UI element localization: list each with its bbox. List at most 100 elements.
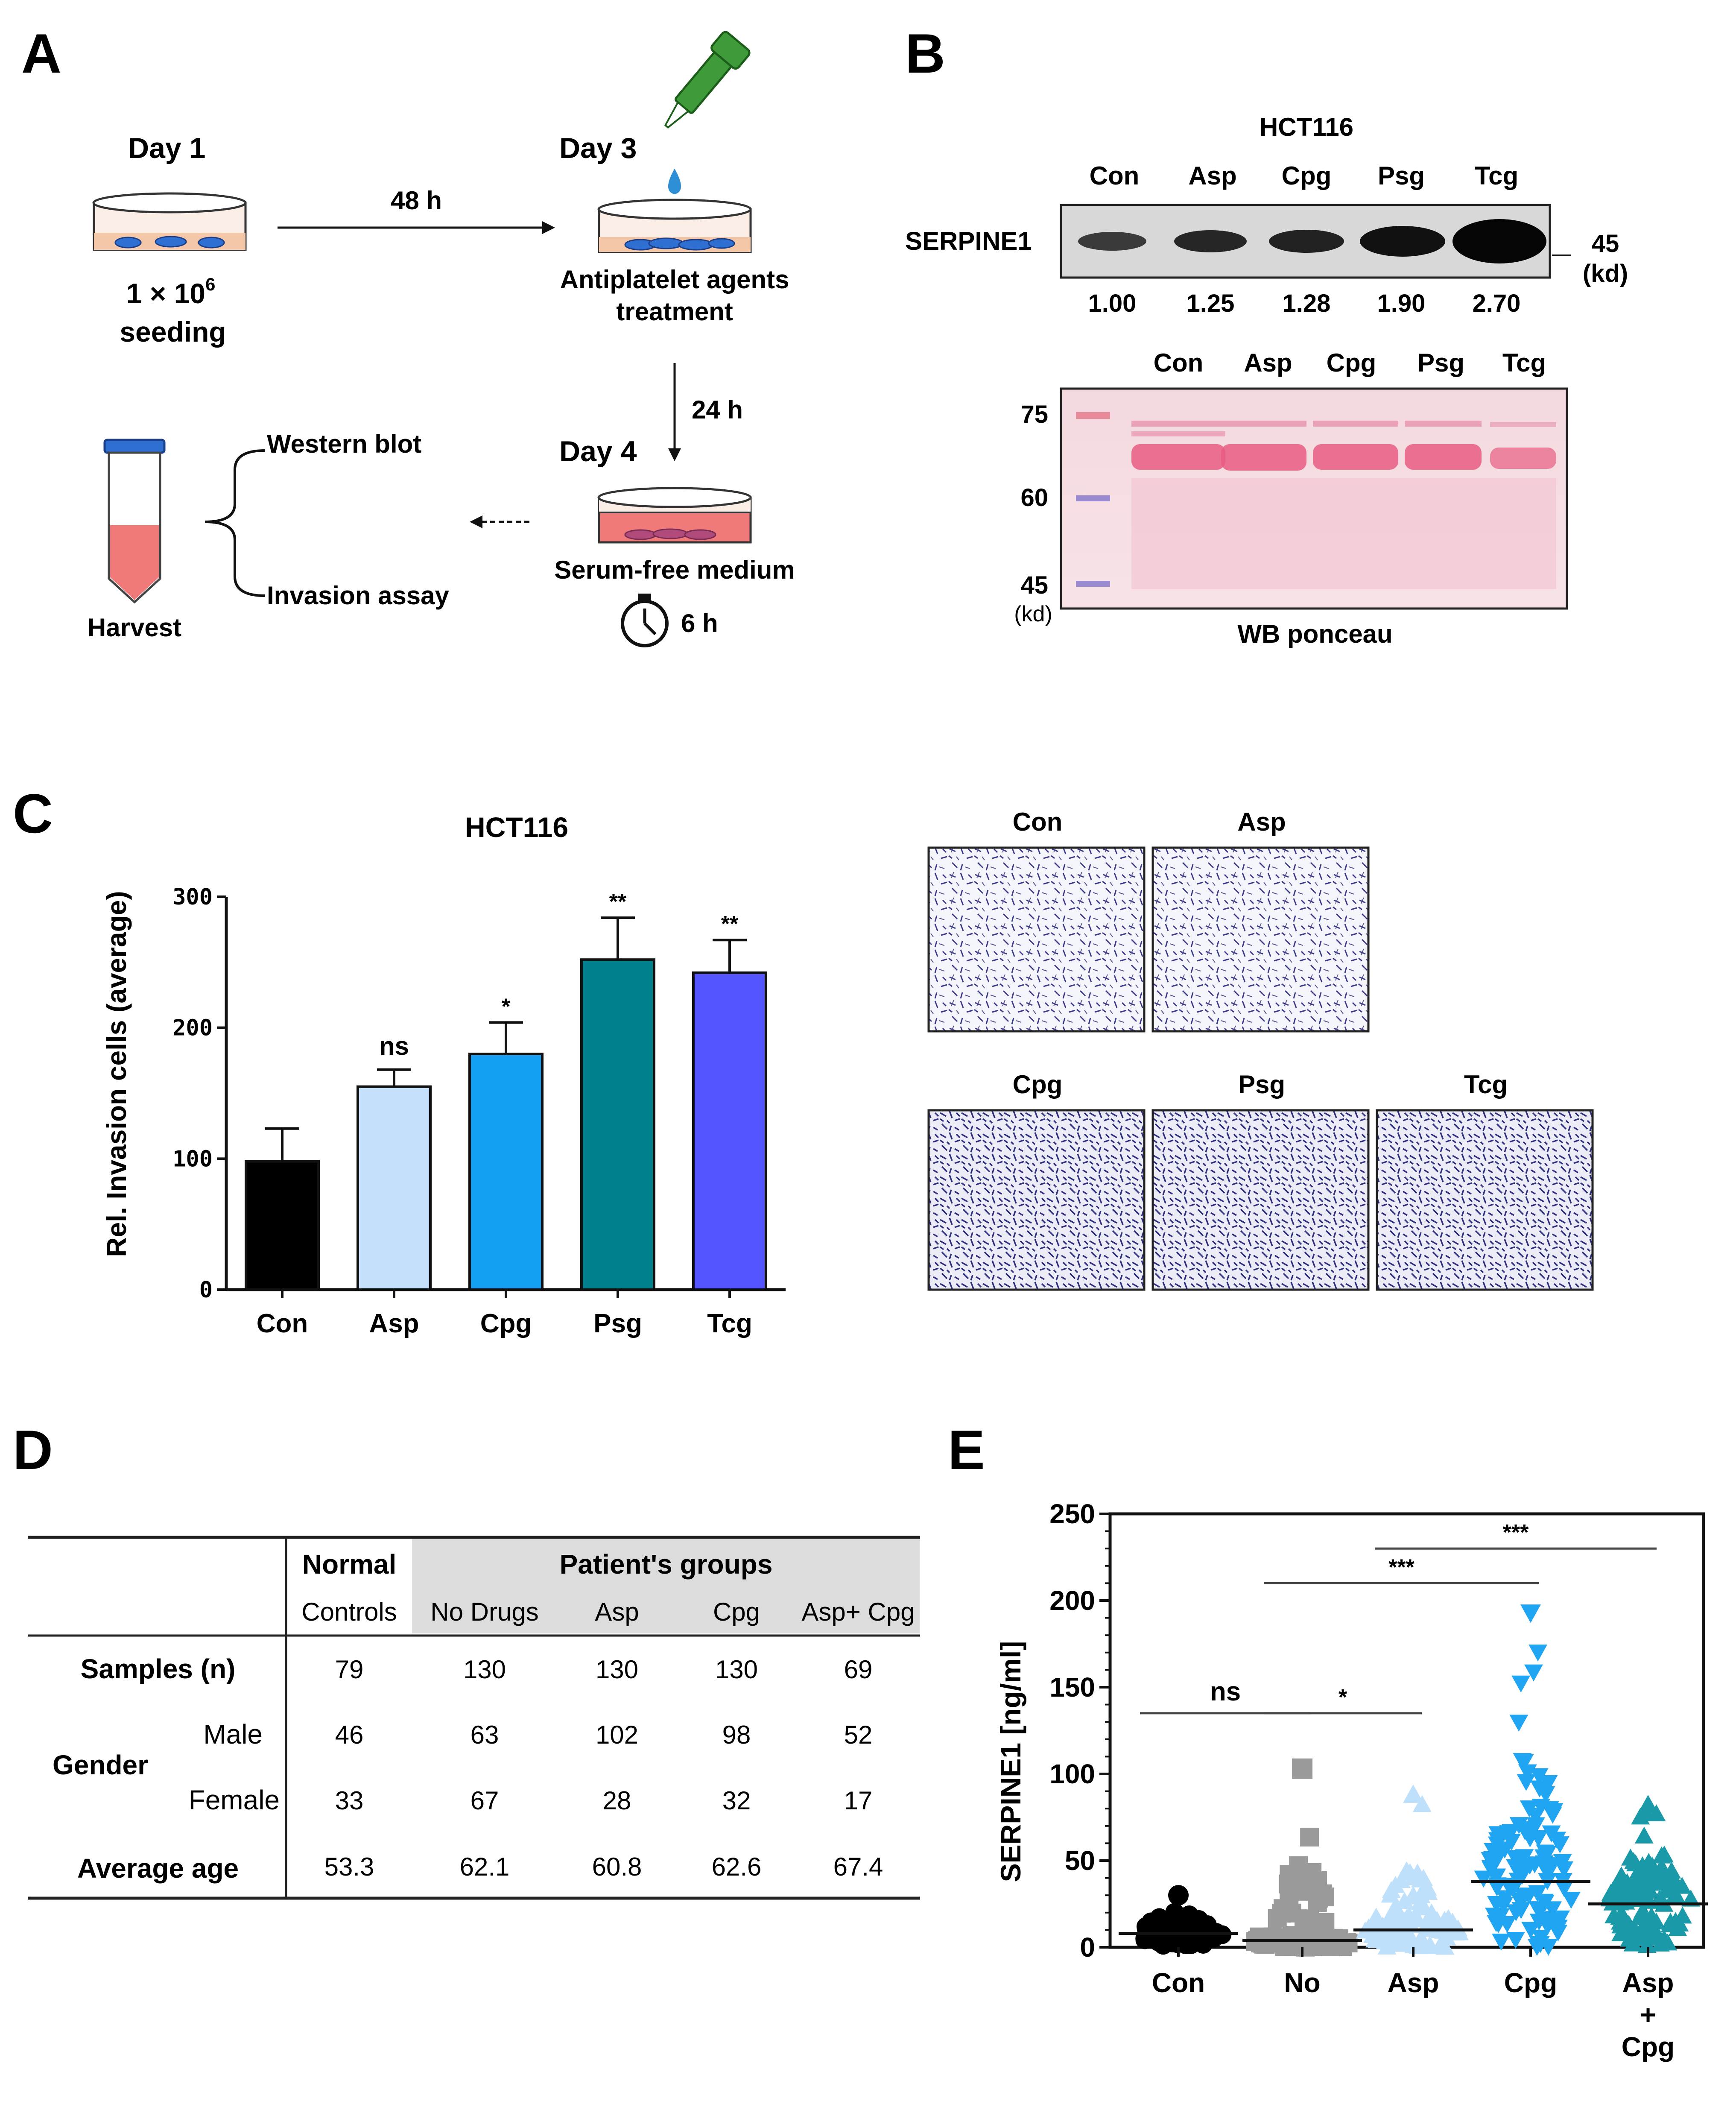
row-label: Samples (n) (81, 1653, 236, 1684)
image-label: Psg (1238, 1070, 1285, 1099)
bar (245, 1160, 320, 1291)
comparison-label: * (1339, 1685, 1347, 1710)
bar (580, 958, 655, 1291)
data-point (1487, 1868, 1506, 1886)
invasion-assay-label: Invasion assay (267, 581, 450, 610)
serpine1-scatter-chart: SERPINE1 [ng/ml] 0 50 100 150 200 250 Con No Asp… (995, 1498, 1708, 2062)
table-row: Male 46 63 102 98 52 (203, 1719, 872, 1750)
table-cell: 98 (722, 1721, 751, 1749)
data-point (1492, 1826, 1511, 1844)
data-point (1555, 1861, 1574, 1879)
day3-label: Day 3 (559, 132, 637, 164)
time-48h: 48 h (391, 186, 442, 215)
invasion-image-con (927, 846, 1146, 1033)
data-point (1307, 1892, 1327, 1911)
harvest-tube-icon (103, 439, 166, 604)
y-tick-label: 250 (1049, 1498, 1095, 1529)
treatment-line1: Antiplatelet agents (560, 265, 789, 294)
data-point (1529, 1902, 1548, 1920)
x-tick-label: Cpg (1622, 2031, 1675, 2062)
data-point (1484, 1852, 1503, 1870)
data-point (1135, 1928, 1154, 1948)
header-patients: Patient's groups (560, 1549, 773, 1580)
invasion-bar-chart: HCT116 Rel. Invasion cells (average) 0 10… (101, 811, 786, 1338)
arrow-harvest-head (470, 515, 482, 528)
data-point (1417, 1914, 1437, 1931)
lane-label: Cpg (1327, 348, 1377, 377)
lane-label: Con (1154, 348, 1204, 377)
table-cell: 69 (844, 1655, 873, 1684)
chart-c-ylabel: Rel. Invasion cells (average) (101, 891, 132, 1257)
data-point (1642, 1907, 1661, 1924)
patient-table: Normal Patient's groups Controls No Drug… (28, 1536, 920, 1900)
y-tick-label: 0 (1080, 1932, 1095, 1963)
data-point (1630, 1908, 1649, 1925)
ladder-label: 45 (1020, 571, 1048, 599)
image-label: Con (1013, 808, 1063, 836)
blot-quantification: 1.00 1.25 1.28 1.90 2.70 (1088, 290, 1521, 317)
day1-label: Day 1 (128, 132, 205, 164)
quant-value: 1.28 (1283, 290, 1331, 317)
data-point (1412, 1795, 1432, 1812)
y-tick-label: 50 (1065, 1845, 1095, 1876)
data-point (1561, 1892, 1581, 1909)
time-24h: 24 h (692, 395, 743, 424)
x-tick-label: Cpg (1504, 1967, 1557, 1998)
blot-band (1269, 230, 1344, 253)
image-label: Tcg (1464, 1070, 1508, 1099)
panel-label-b: B (905, 22, 945, 85)
data-point (1376, 1932, 1395, 1949)
ladder-band (1076, 581, 1110, 587)
data-point (1667, 1888, 1686, 1905)
data-point (1634, 1826, 1654, 1844)
header-normal: Normal (302, 1549, 397, 1580)
table-cell: 52 (844, 1721, 873, 1749)
data-point (1329, 1929, 1348, 1948)
subheader-cell: Cpg (713, 1598, 760, 1626)
data-point (1389, 1904, 1408, 1922)
data-point (1506, 1932, 1525, 1949)
invasion-image-asp (1151, 846, 1370, 1033)
significance-label: ** (609, 890, 627, 914)
culture-dish-day1 (92, 192, 247, 251)
ponceau-lanes (1131, 421, 1556, 589)
data-point (1531, 1930, 1551, 1947)
ladder-band (1076, 412, 1110, 419)
harvest-label: Harvest (88, 613, 181, 642)
table-cell: 33 (335, 1786, 364, 1815)
blot-band (1078, 232, 1146, 251)
data-point (1484, 1843, 1503, 1861)
lane-label: Asp (1188, 161, 1236, 190)
bar (468, 1053, 544, 1291)
arrow-24h-head (668, 448, 681, 461)
y-tick-label: 100 (172, 1146, 213, 1172)
lane-label: Cpg (1282, 161, 1332, 190)
stopwatch-icon (621, 594, 669, 647)
panel-label-c: C (13, 782, 53, 845)
data-point (1386, 1876, 1405, 1893)
row-label: Average age (77, 1853, 239, 1884)
data-point (1520, 1604, 1541, 1623)
image-label: Cpg (1013, 1070, 1063, 1099)
data-point (1610, 1912, 1630, 1930)
data-point (1654, 1929, 1674, 1947)
data-point (1487, 1896, 1506, 1913)
panel-a-workflow: Day 1 1 × 106 seeding 48 h Day 3 (88, 31, 795, 647)
data-point (1397, 1861, 1416, 1879)
data-point (1666, 1912, 1685, 1929)
data-point (1654, 1845, 1674, 1863)
data-point (1162, 1916, 1181, 1935)
data-point (1537, 1862, 1556, 1880)
panel-label-d: D (13, 1419, 53, 1481)
y-tick-label: 0 (199, 1277, 213, 1303)
data-point (1520, 1830, 1540, 1847)
lane-label: Tcg (1502, 348, 1546, 377)
x-tick-label: No (1284, 1967, 1320, 1998)
data-point (1141, 1912, 1160, 1931)
ladder-label: 75 (1020, 401, 1048, 428)
row-label: Female (189, 1785, 280, 1815)
table-cell: 130 (463, 1655, 506, 1684)
data-point (1539, 1775, 1558, 1792)
image-label: Asp (1237, 808, 1286, 836)
